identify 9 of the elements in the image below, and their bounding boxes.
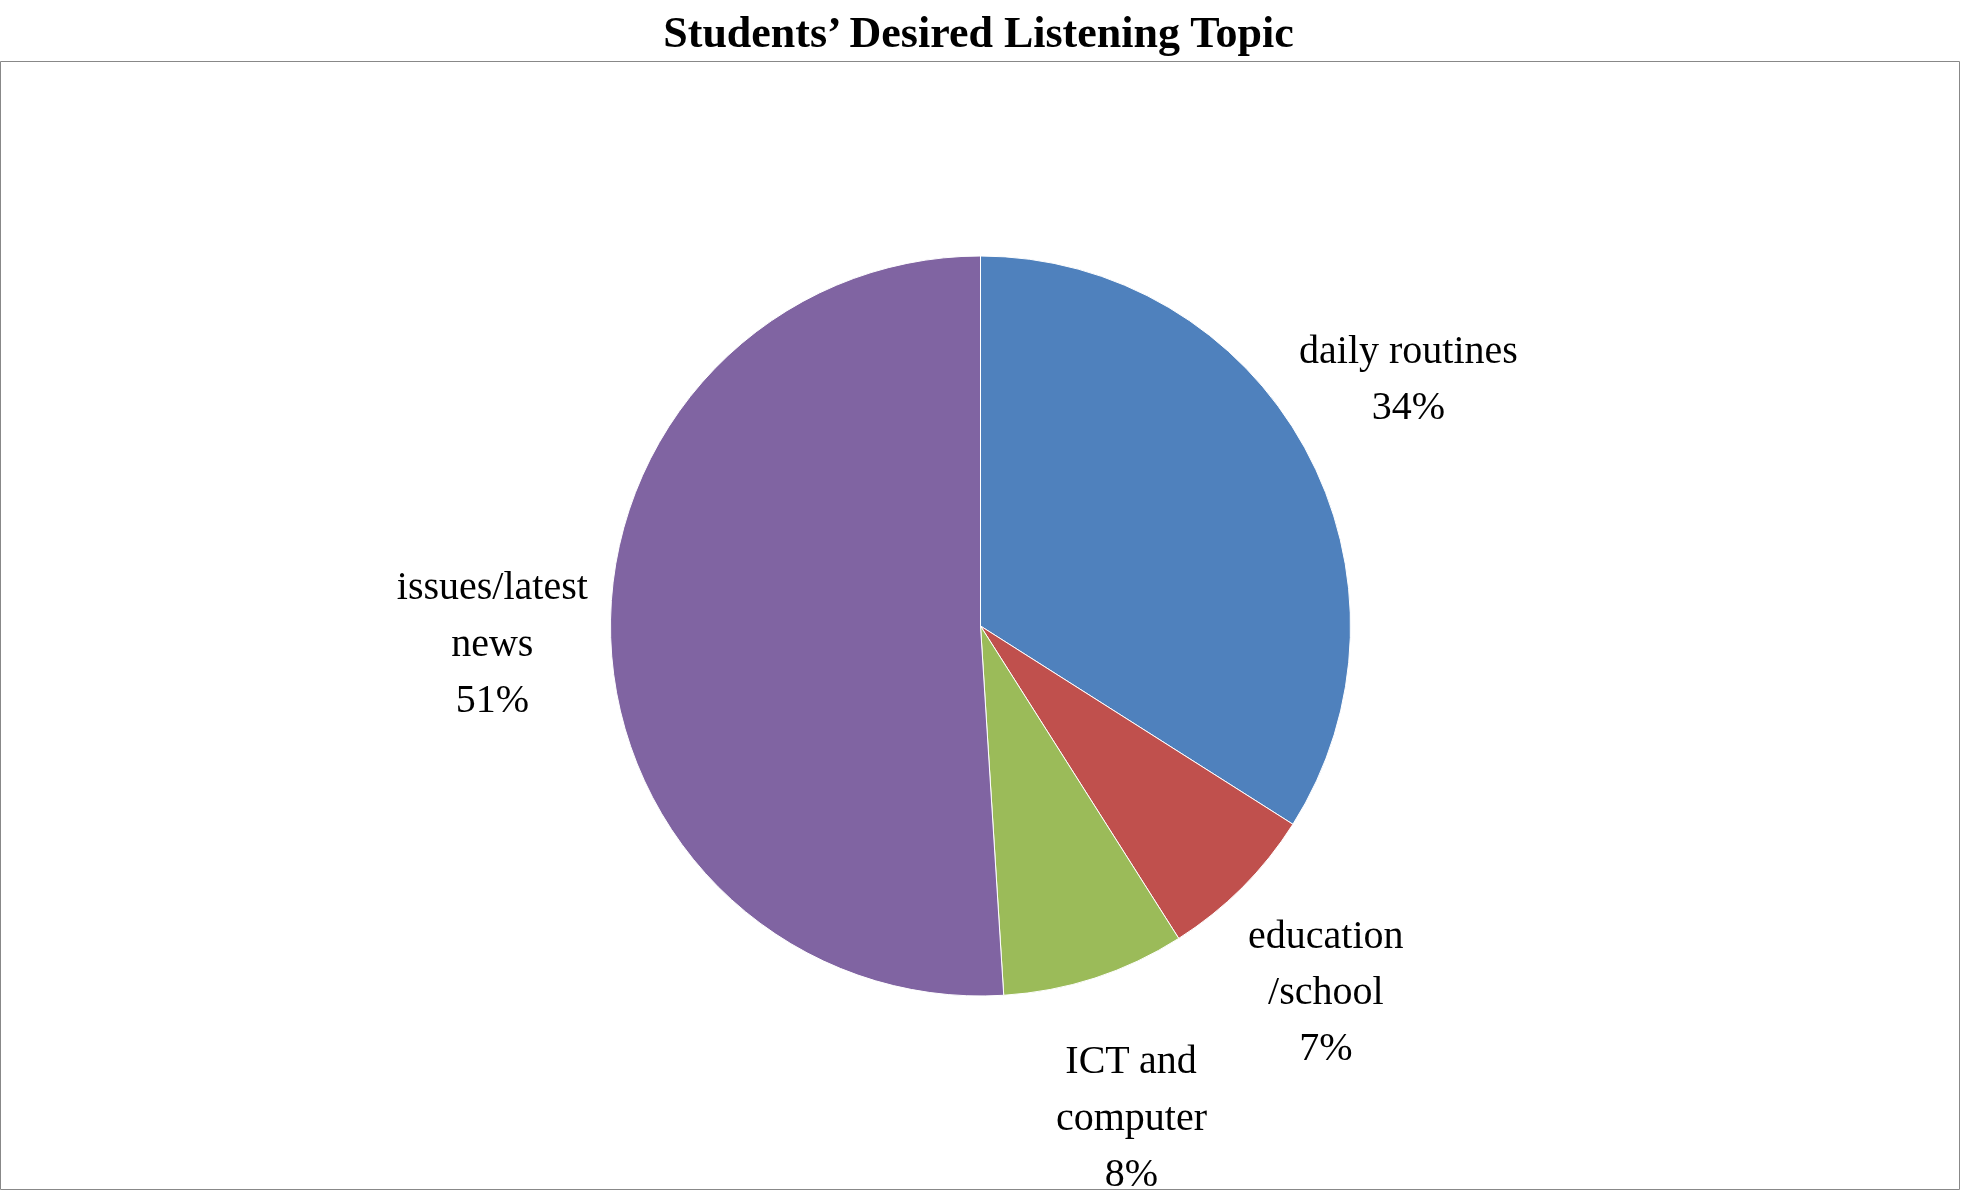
- data-label: 51%: [455, 675, 530, 721]
- slice-label: daily routines: [1299, 327, 1518, 373]
- slice-label: issues/latest news: [396, 563, 588, 665]
- data-label: 34%: [1371, 383, 1446, 429]
- slice-label: ICT and computer: [1055, 1037, 1207, 1139]
- data-label: 7%: [1299, 1024, 1353, 1070]
- chart-title: Students’ Desired Listening Topic: [663, 7, 1294, 57]
- data-label: 8%: [1104, 1149, 1159, 1195]
- slice-label: education /school: [1248, 911, 1404, 1013]
